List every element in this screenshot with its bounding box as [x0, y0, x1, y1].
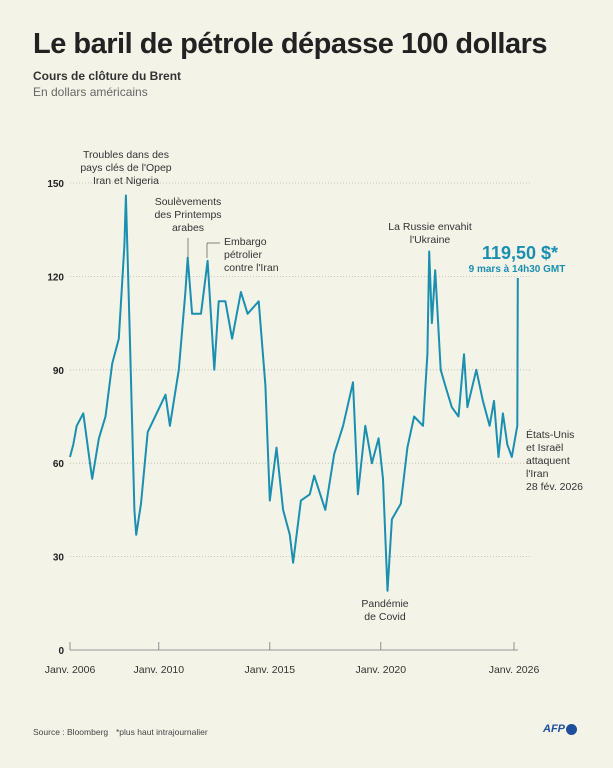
y-tick-label: 120 [47, 272, 64, 283]
page-title: Le baril de pétrole dépasse 100 dollars [33, 28, 548, 60]
annotation: Troubles dans des pays clés de l'Opep Iran… [80, 149, 171, 187]
annotation-line: et Israël [526, 442, 563, 454]
afp-logo-text: AFP [543, 723, 565, 735]
annotation-line: attaquent [526, 455, 570, 467]
highlight-caption: 9 mars à 14h30 GMT [469, 264, 566, 275]
chart-subtitle: Cours de clôture du Brent [33, 69, 182, 83]
annotation-line: de Covid [364, 611, 406, 623]
y-tick-label: 60 [53, 459, 65, 470]
annotation: États-Unis et Israël attaquent l'Iran 28 fév… [526, 428, 583, 493]
chart-unit: En dollars américains [33, 85, 148, 99]
x-tick-label: Janv. 2026 [489, 664, 540, 676]
annotation: Pandémie de Covid [361, 598, 408, 623]
y-tick-label: 150 [47, 179, 64, 190]
highlight-value: 119,50 $* [482, 243, 558, 263]
afp-logo: AFP [543, 723, 577, 735]
annotation-line: pays clés de l'Opep [80, 162, 171, 174]
annotation-line: Troubles dans des [83, 149, 169, 161]
y-tick-label: 90 [53, 366, 65, 377]
x-tick-label: Janv. 2006 [45, 664, 96, 676]
annotation: Soulèvements des Printemps arabes [154, 196, 221, 234]
annotation-line: l'Iran [526, 468, 549, 480]
brent-price-line [69, 194, 519, 592]
annotation-line: Pandémie [361, 598, 408, 610]
x-tick-label: Janv. 2020 [356, 664, 407, 676]
annotation-line: 28 fév. 2026 [526, 481, 583, 493]
annotation-line: contre l'Iran [224, 262, 279, 274]
x-tick-label: Janv. 2015 [245, 664, 296, 676]
annotation-line: La Russie envahit [388, 221, 472, 233]
annotation-line: pétrolier [224, 249, 262, 261]
annotation-line: États-Unis [526, 428, 574, 441]
annotation-line: Embargo [224, 236, 267, 248]
annotation-line: Soulèvements [155, 196, 222, 208]
annotation-line: l'Ukraine [410, 234, 451, 246]
x-tick-label: Janv. 2010 [134, 664, 185, 676]
afp-logo-dot [566, 723, 577, 735]
source-note: Source : Bloomberg [33, 727, 109, 737]
y-tick-label: 0 [58, 646, 64, 657]
annotation-line: arabes [172, 222, 204, 234]
footnote: *plus haut intrajournalier [116, 727, 208, 737]
y-tick-label: 30 [53, 553, 65, 564]
annotation-line: des Printemps [154, 209, 221, 221]
annotation: Embargo pétrolier contre l'Iran [224, 236, 279, 274]
annotation-line: Iran et Nigeria [93, 175, 159, 187]
annotation: La Russie envahit l'Ukraine [388, 221, 472, 246]
